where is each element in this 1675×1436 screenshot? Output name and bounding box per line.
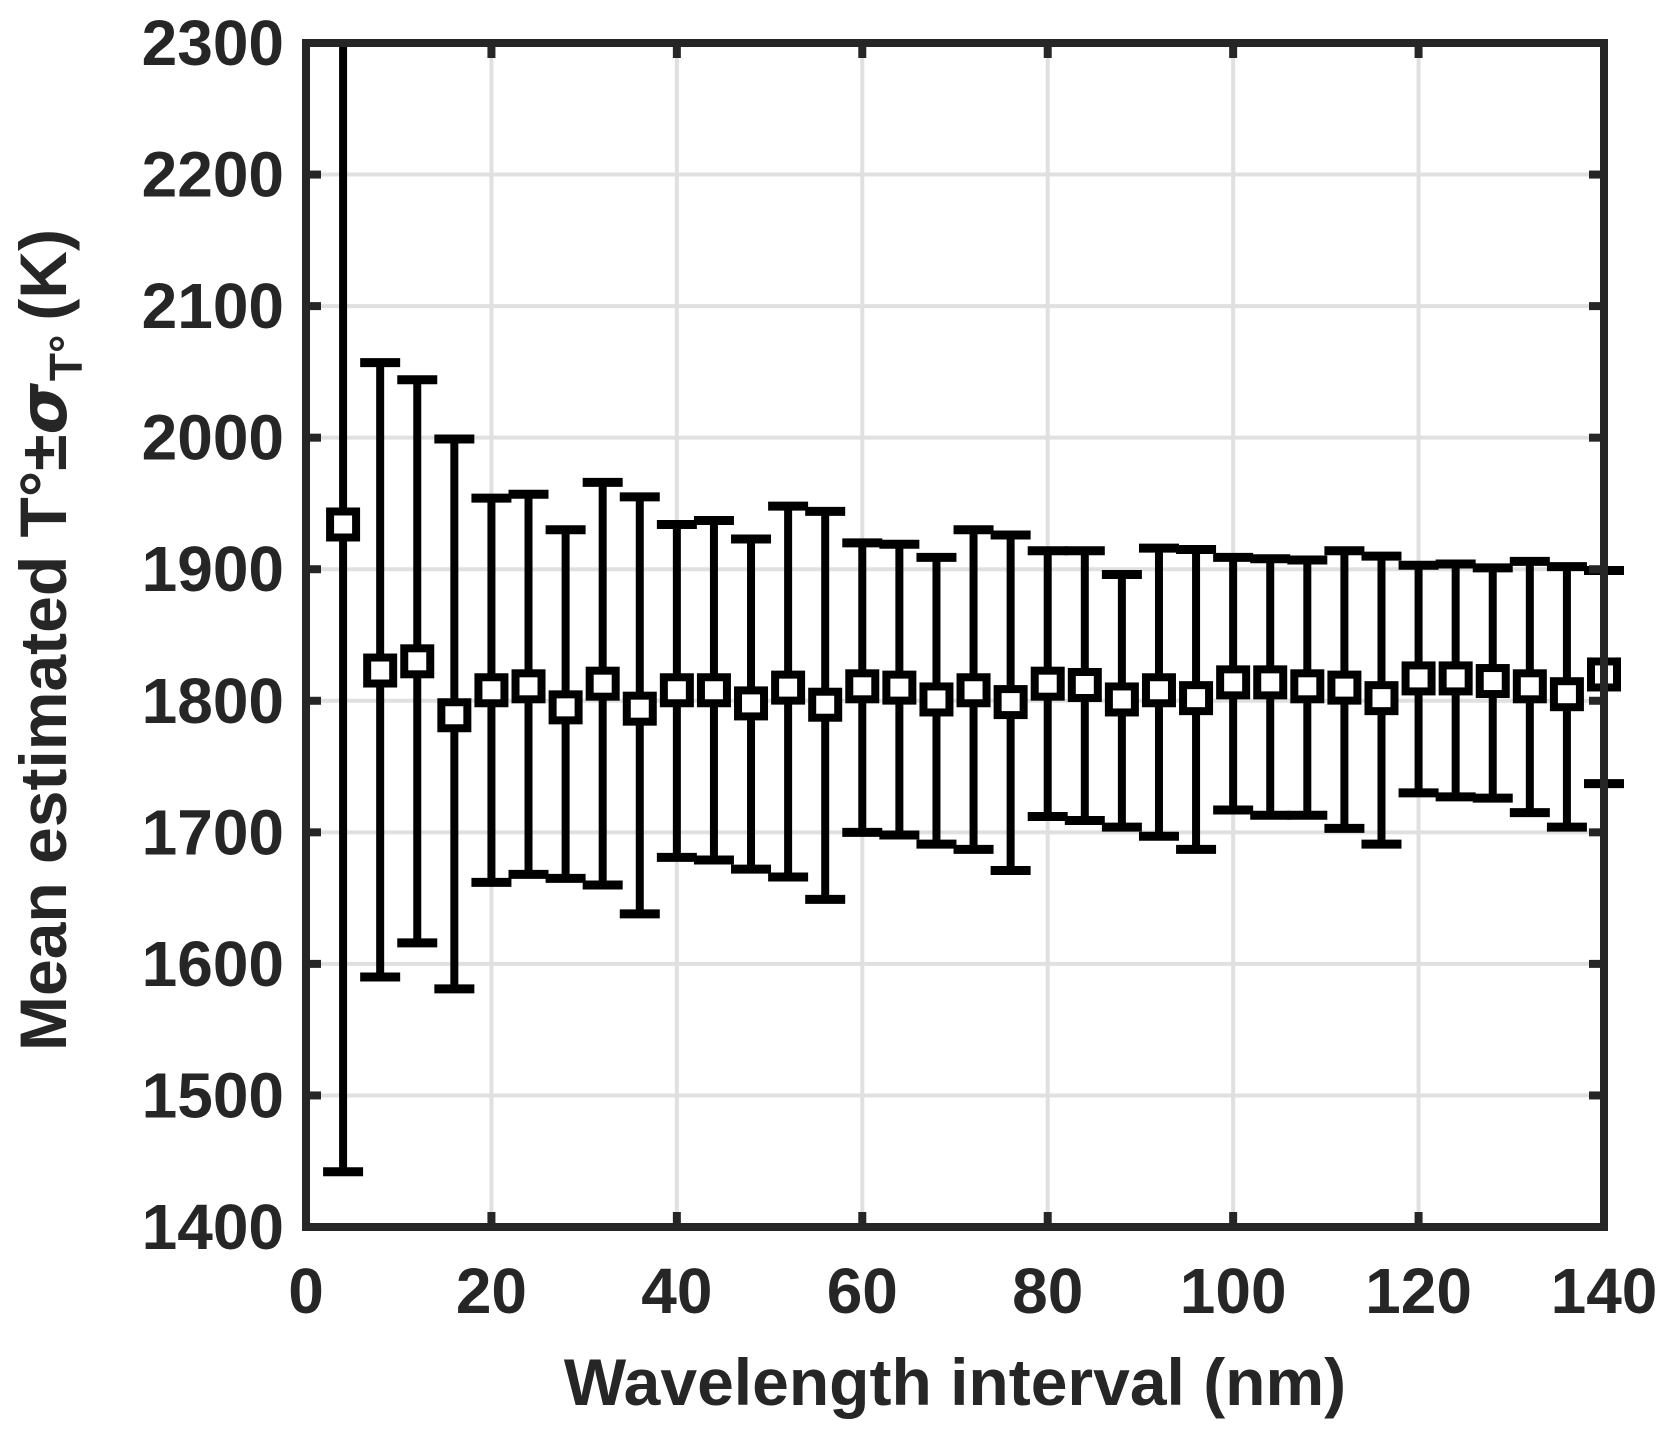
y-tick-label: 1900 — [142, 533, 284, 605]
data-point-marker — [474, 673, 509, 708]
data-point-marker — [1401, 661, 1436, 696]
data-point-marker — [585, 666, 620, 701]
data-point-marker — [437, 698, 472, 733]
x-tick-label: 80 — [1012, 1255, 1083, 1327]
y-tick-label: 1700 — [142, 796, 284, 868]
data-point-marker — [808, 687, 843, 722]
data-point-marker — [1141, 673, 1176, 708]
data-point-marker — [956, 673, 991, 708]
x-tick-label: 100 — [1180, 1255, 1287, 1327]
data-point-marker — [734, 686, 769, 721]
tick-marks — [302, 39, 1608, 1231]
x-tick-label: 120 — [1365, 1255, 1472, 1327]
data-point-markers — [326, 507, 1621, 733]
y-tick-label: 1600 — [142, 928, 284, 1000]
data-point-marker — [511, 669, 546, 704]
data-point-marker — [548, 690, 583, 725]
y-tick-label: 1800 — [142, 665, 284, 737]
data-point-marker — [1290, 669, 1325, 704]
data-point-marker — [1475, 664, 1510, 699]
x-tick-label: 20 — [456, 1255, 527, 1327]
data-point-marker — [1067, 667, 1102, 702]
y-tick-label: 2300 — [142, 7, 284, 79]
y-tick-label: 2200 — [142, 139, 284, 211]
axis-box-border — [302, 39, 1608, 1231]
y-tick-label: 1400 — [142, 1191, 284, 1263]
x-tick-label: 60 — [827, 1255, 898, 1327]
axis-box — [302, 39, 1608, 1231]
data-point-marker — [1179, 681, 1214, 716]
y-tick-label: 2100 — [142, 270, 284, 342]
data-point-marker — [882, 670, 917, 705]
data-point-marker — [1438, 661, 1473, 696]
data-point-marker — [1216, 665, 1251, 700]
x-tick-label: 140 — [1551, 1255, 1658, 1327]
data-point-marker — [1512, 669, 1547, 704]
data-point-marker — [622, 691, 657, 726]
data-point-marker — [993, 685, 1028, 720]
data-point-marker — [1104, 682, 1139, 717]
data-point-marker — [919, 682, 954, 717]
x-tick-label: 0 — [288, 1255, 324, 1327]
y-axis-label: Mean estimated T°±σT° (K) — [5, 229, 92, 1051]
data-point-marker — [326, 507, 361, 542]
data-point-marker — [1030, 666, 1065, 701]
data-point-marker — [363, 653, 398, 688]
y-tick-label: 2000 — [142, 402, 284, 474]
x-axis-label: Wavelength interval (nm) — [564, 1345, 1346, 1419]
y-axis-label-subscript: T° — [40, 335, 92, 382]
data-point-marker — [1549, 677, 1584, 712]
data-point-marker — [1253, 665, 1288, 700]
data-point-marker — [696, 673, 731, 708]
data-point-marker — [845, 669, 880, 704]
y-axis-label-unit: (K) — [6, 229, 80, 321]
data-point-marker — [659, 673, 694, 708]
data-point-marker — [771, 670, 806, 705]
y-tick-label: 1500 — [142, 1059, 284, 1131]
gridlines — [306, 43, 1604, 1227]
error-bars — [323, 43, 1624, 1177]
sigma-symbol: σ — [5, 383, 82, 435]
data-point-marker — [1364, 681, 1399, 716]
x-tick-label: 40 — [641, 1255, 712, 1327]
data-point-marker — [1327, 670, 1362, 705]
data-point-marker — [400, 644, 435, 679]
y-axis-label-main: Mean estimated T°± — [6, 435, 80, 1051]
tick-labels: 0 20 40 60 80 100 120 140 1400 1500 1600 1700 1800 19… — [142, 7, 1658, 1327]
